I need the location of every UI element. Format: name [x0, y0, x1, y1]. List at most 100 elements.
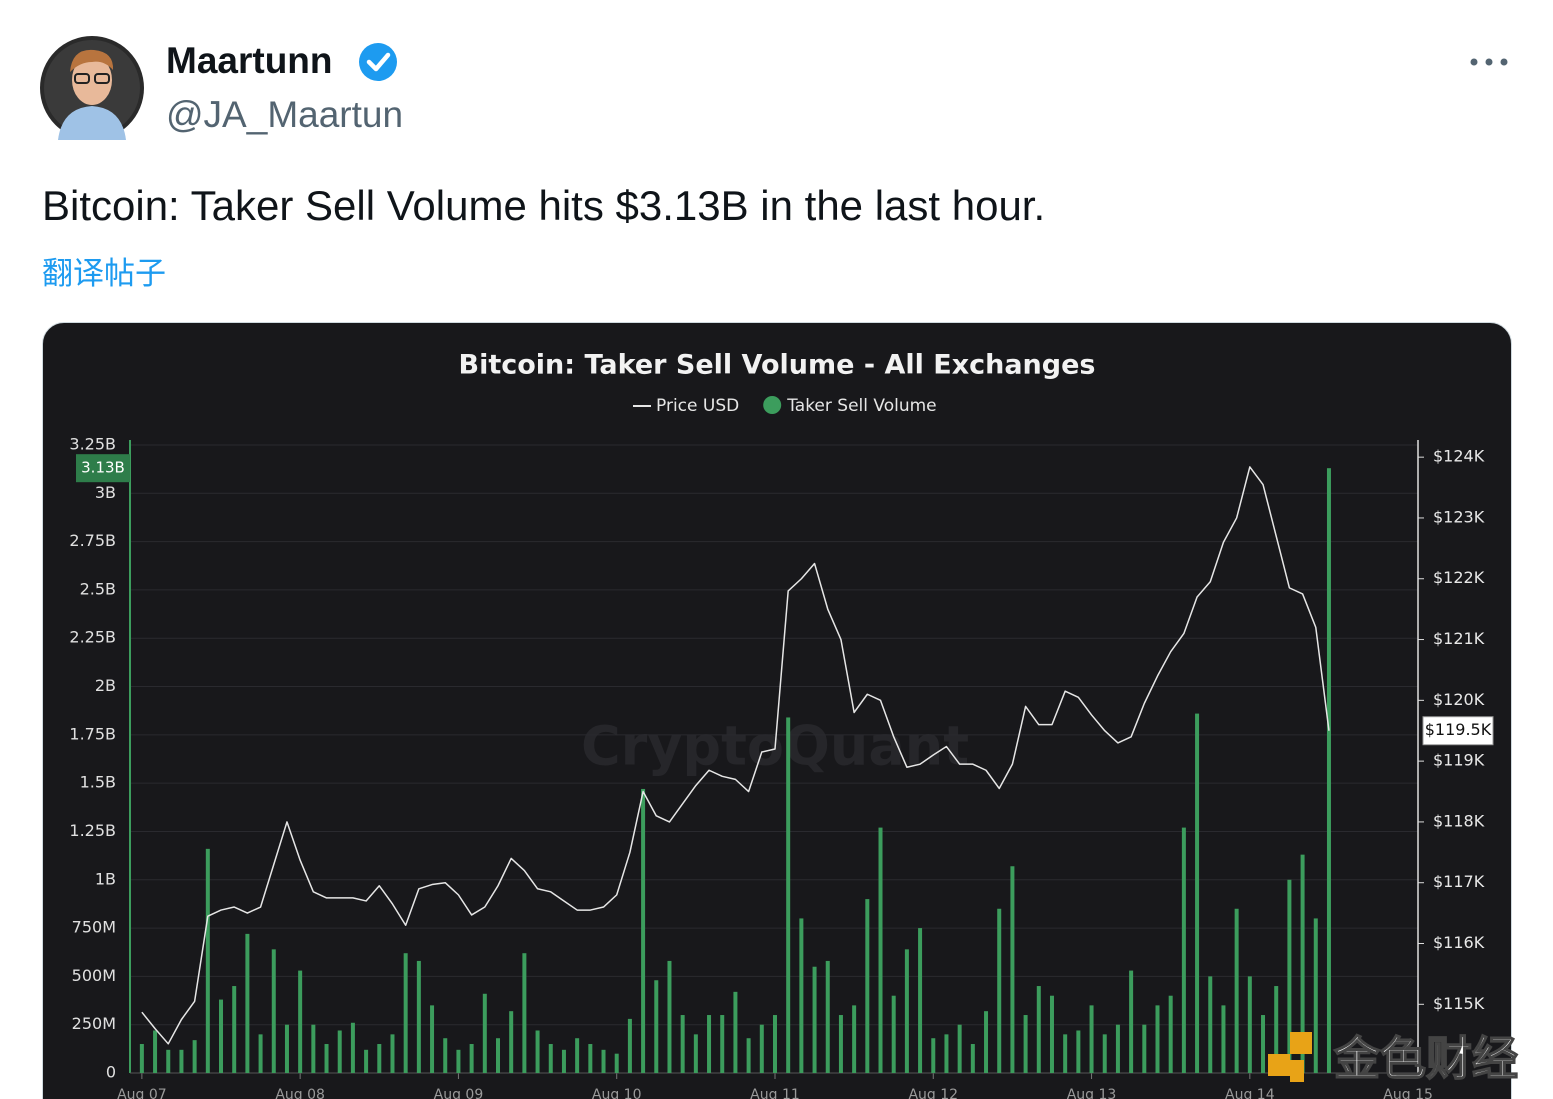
bar [812, 966, 817, 1073]
bar [1142, 1024, 1147, 1073]
bar [1102, 1034, 1107, 1073]
bar [970, 1044, 975, 1073]
y2-tick-label: $119K [1433, 751, 1485, 770]
bar [852, 1005, 857, 1073]
bar [1221, 1005, 1226, 1073]
x-tick-label: Aug 09 [434, 1087, 484, 1099]
bar [548, 1044, 553, 1073]
x-tick-label: Aug 12 [908, 1087, 958, 1099]
x-tick-label: Aug 11 [750, 1087, 800, 1099]
bar [245, 933, 250, 1073]
tweet-text: Bitcoin: Taker Sell Volume hits $3.13B i… [42, 182, 1046, 229]
bar [430, 1005, 435, 1073]
legend-swatch [763, 396, 782, 414]
bar [588, 1044, 593, 1073]
bar [680, 1015, 685, 1073]
author-handle[interactable]: @JA_Maartun [166, 94, 404, 135]
bar [1234, 908, 1239, 1073]
x-tick-label: Aug 07 [117, 1087, 167, 1099]
bar [614, 1053, 619, 1073]
y2-tick-label: $115K [1433, 994, 1485, 1013]
bar [838, 1015, 843, 1073]
bar [482, 993, 487, 1073]
bar [984, 1011, 989, 1073]
bar [561, 1049, 566, 1073]
bar [337, 1030, 342, 1073]
bar [298, 970, 303, 1073]
bar [1300, 854, 1305, 1073]
bar [865, 899, 870, 1073]
chart-title: Bitcoin: Taker Sell Volume - All Exchang… [459, 350, 1096, 381]
bar [205, 848, 210, 1073]
y-tick-label: 2B [95, 676, 116, 695]
bar [1181, 827, 1186, 1073]
bar [1326, 468, 1331, 1073]
bar [232, 986, 237, 1073]
bar [772, 1015, 777, 1073]
bar [509, 1011, 514, 1073]
bar [997, 908, 1002, 1073]
current-volume-label: 3.13B [81, 459, 125, 477]
bar [443, 1038, 448, 1073]
bar [1023, 1015, 1028, 1073]
y-tick-label: 750M [72, 918, 116, 937]
legend-label: Price USD [656, 396, 739, 416]
bar [403, 953, 408, 1073]
y-tick-label: 1.5B [80, 773, 116, 792]
bar [179, 1049, 184, 1073]
bar [1063, 1034, 1068, 1073]
y-tick-label: 3.25B [69, 435, 116, 454]
bar [1247, 976, 1252, 1073]
bar [904, 949, 909, 1073]
bar [1261, 1015, 1266, 1073]
bar [1195, 713, 1200, 1073]
bar [918, 928, 923, 1073]
bar [601, 1049, 606, 1073]
y2-tick-label: $117K [1433, 872, 1485, 891]
bar [878, 827, 883, 1073]
y-tick-label: 500M [72, 966, 116, 985]
bar [1129, 970, 1134, 1073]
chart: Bitcoin: Taker Sell Volume - All Exchang… [69, 350, 1494, 1099]
current-price-box [1422, 716, 1494, 746]
bar [153, 1030, 158, 1073]
y2-tick-label: $121K [1433, 629, 1485, 648]
bar [192, 1040, 197, 1073]
bar [416, 960, 421, 1073]
bar [469, 1044, 474, 1073]
translate-link[interactable]: 翻译帖子 [42, 256, 166, 292]
y2-tick-label: $116K [1433, 933, 1485, 952]
bar [219, 999, 224, 1073]
bar [166, 1049, 171, 1073]
bar [641, 788, 646, 1073]
bar [350, 1022, 355, 1073]
bar [891, 995, 896, 1073]
bar [324, 1044, 329, 1073]
chart-card: Bitcoin: Taker Sell Volume - All Exchang… [42, 322, 1512, 1099]
y-tick-label: 0 [106, 1063, 116, 1082]
y-tick-label: 3B [95, 483, 116, 502]
bar [799, 918, 804, 1073]
bar [1208, 976, 1213, 1073]
bar [1155, 1005, 1160, 1073]
bar [693, 1034, 698, 1073]
bar [931, 1038, 936, 1073]
bar [667, 960, 672, 1073]
more-menu[interactable] [1465, 50, 1515, 74]
bar [707, 1015, 712, 1073]
bar [456, 1049, 461, 1073]
current-volume-box [76, 454, 130, 483]
y-tick-label: 2.25B [69, 628, 116, 647]
legend-label: Taker Sell Volume [786, 396, 936, 416]
y-tick-label: 250M [72, 1014, 116, 1033]
bar [1049, 995, 1054, 1073]
current-price-label: $119.5K [1425, 720, 1492, 739]
bar [575, 1038, 580, 1073]
y2-tick-label: $123K [1433, 507, 1485, 526]
author-name[interactable]: Maartunn [166, 40, 333, 81]
x-tick-label: Aug 13 [1067, 1087, 1117, 1099]
bar [377, 1044, 382, 1073]
bar [522, 953, 527, 1073]
corner-watermark: 金色财经 [1268, 1031, 1519, 1086]
avatar[interactable] [0, 0, 160, 160]
